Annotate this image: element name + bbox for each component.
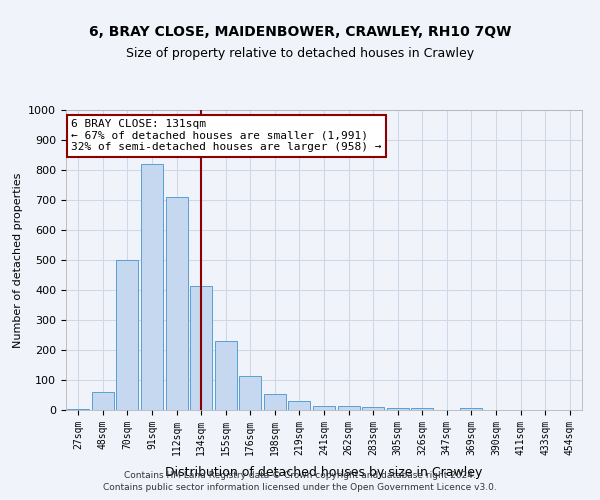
Bar: [67, 408, 89, 410]
X-axis label: Distribution of detached houses by size in Crawley: Distribution of detached houses by size …: [166, 466, 482, 479]
Bar: [92, 392, 114, 410]
Bar: [190, 286, 212, 410]
Bar: [289, 401, 310, 410]
Bar: [264, 394, 286, 410]
Bar: [460, 408, 482, 410]
Bar: [313, 406, 335, 410]
Text: 6, BRAY CLOSE, MAIDENBOWER, CRAWLEY, RH10 7QW: 6, BRAY CLOSE, MAIDENBOWER, CRAWLEY, RH1…: [89, 25, 511, 39]
Bar: [141, 164, 163, 410]
Bar: [411, 408, 433, 410]
Y-axis label: Number of detached properties: Number of detached properties: [13, 172, 23, 348]
Bar: [239, 376, 262, 410]
Bar: [116, 260, 139, 410]
Text: Contains HM Land Registry data © Crown copyright and database right 2024.: Contains HM Land Registry data © Crown c…: [124, 471, 476, 480]
Bar: [386, 408, 409, 410]
Text: Size of property relative to detached houses in Crawley: Size of property relative to detached ho…: [126, 48, 474, 60]
Text: 6 BRAY CLOSE: 131sqm
← 67% of detached houses are smaller (1,991)
32% of semi-de: 6 BRAY CLOSE: 131sqm ← 67% of detached h…: [71, 119, 382, 152]
Bar: [215, 341, 237, 410]
Bar: [166, 197, 188, 410]
Bar: [362, 407, 384, 410]
Text: Contains public sector information licensed under the Open Government Licence v3: Contains public sector information licen…: [103, 484, 497, 492]
Bar: [338, 406, 359, 410]
